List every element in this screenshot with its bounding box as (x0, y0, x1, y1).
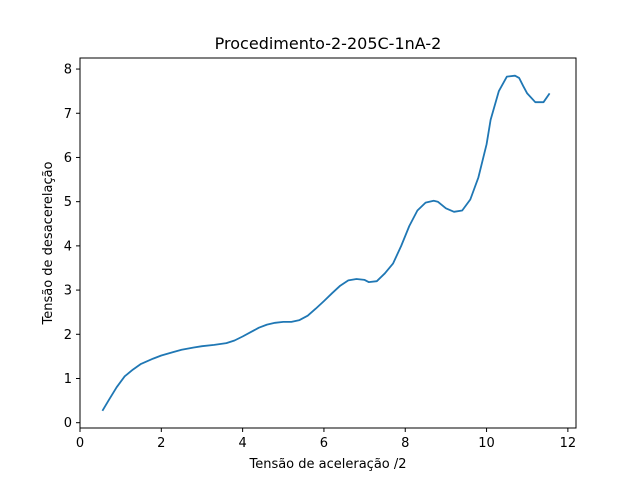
y-tick-label: 2 (64, 328, 72, 343)
y-tick-label: 0 (64, 416, 72, 431)
x-tick-label: 8 (401, 436, 409, 451)
x-tick-label: 0 (76, 436, 84, 451)
x-axis-ticks: 0 2 4 6 8 10 12 (76, 428, 576, 451)
plot-area (80, 58, 576, 428)
y-tick-label: 8 (64, 63, 72, 78)
x-tick-label: 10 (478, 436, 495, 451)
y-tick-label: 6 (64, 151, 72, 166)
x-tick-label: 12 (560, 436, 577, 451)
y-axis-label: Tensão de desacerelação (41, 161, 56, 325)
y-tick-label: 7 (64, 107, 72, 122)
y-tick-label: 3 (64, 284, 72, 299)
x-tick-label: 6 (320, 436, 328, 451)
series-line (101, 74, 551, 412)
x-tick-label: 2 (157, 436, 165, 451)
y-tick-label: 1 (64, 372, 72, 387)
y-tick-label: 4 (64, 239, 72, 254)
x-axis-label: Tensão de aceleração /2 (248, 457, 406, 472)
x-tick-label: 4 (238, 436, 246, 451)
chart-title: Procedimento-2-205C-1nA-2 (215, 34, 442, 53)
y-tick-label: 5 (64, 195, 72, 210)
y-axis-ticks: 0 1 2 3 4 5 6 7 8 (64, 63, 80, 431)
axes-frame (79, 57, 577, 429)
